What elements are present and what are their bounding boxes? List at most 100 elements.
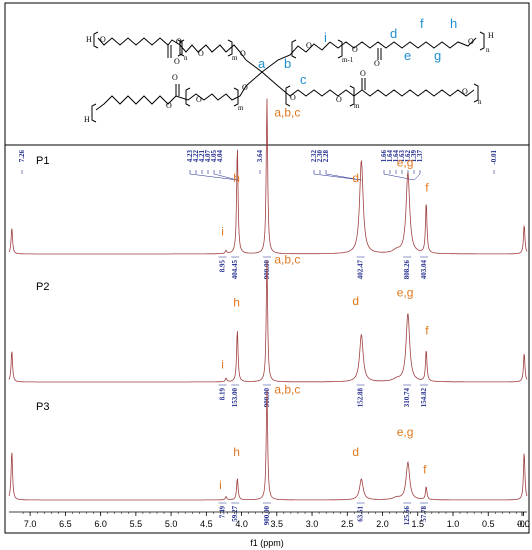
carbonyl-bottom-right xyxy=(361,78,366,90)
peak-assignment-label: a,b,c xyxy=(274,106,300,120)
peak-shift-label: 4.22 xyxy=(192,150,200,163)
integral-value: 403.04 xyxy=(420,260,428,280)
atom-o: O xyxy=(196,95,202,104)
x-tick-label: 0.5 xyxy=(482,519,495,529)
x-tick-label: 3.5 xyxy=(271,519,284,529)
peak-assignment-label: i xyxy=(221,358,224,372)
bracket-top-right-m1-close xyxy=(337,39,343,59)
bond-core xyxy=(245,41,331,73)
peak-shift-label: 1.37 xyxy=(416,150,424,163)
structure-bonds xyxy=(91,31,485,123)
spectrum-line xyxy=(8,260,528,383)
atom-o: O xyxy=(242,83,248,92)
peak-shift-connector xyxy=(313,173,362,181)
x-tick-label: 6.5 xyxy=(59,519,72,529)
spectrum-frame xyxy=(4,144,530,534)
x-tick-label: 6.0 xyxy=(94,519,107,529)
peak-assignment-label: d xyxy=(352,171,359,185)
x-tick-label: 1.0 xyxy=(447,519,460,529)
x-tick-label: 4.5 xyxy=(200,519,213,529)
x-tick-label: 5.0 xyxy=(165,519,178,529)
peak-assignment-label: f xyxy=(425,323,429,337)
peak-shift-label: 4.04 xyxy=(216,150,224,163)
atom-o: O xyxy=(352,45,358,54)
subscript-m: m xyxy=(238,104,244,112)
chart-marks: 7.26 4.234.224.214.074.054.04 3.64 2.322.30… xyxy=(8,98,530,529)
spectrum-line xyxy=(8,98,528,255)
peak-shift-label: 1.64 xyxy=(392,150,400,163)
peak-assignment-label: f xyxy=(425,181,429,195)
peak-shift-label: -0.01 xyxy=(490,150,498,165)
peak-assignment-label: d xyxy=(352,445,359,459)
peak-shift-label: 7.26 xyxy=(18,150,26,163)
carbonyl-top-right xyxy=(377,48,382,60)
peak-assignment-label: e,g xyxy=(397,156,414,170)
subscript-n: n xyxy=(478,98,482,106)
bond-bottom-right-chain xyxy=(361,89,475,97)
structure-atoms: O O O O O O O O O O O O O O O O O H H H xyxy=(84,31,494,124)
series-name: P2 xyxy=(36,281,49,293)
structure-letter-h: h xyxy=(450,16,457,31)
x-tick-label: 7.0 xyxy=(24,519,37,529)
bond-top-right-chain xyxy=(329,37,477,49)
atom-o: O xyxy=(240,49,246,58)
integral-value: 154.82 xyxy=(420,388,428,408)
integral-value: 900.00 xyxy=(263,506,271,526)
peak-shift-labels: 7.26 4.234.224.214.074.054.04 3.64 2.322.30… xyxy=(18,150,498,181)
x-tick-label: 2.0 xyxy=(376,519,389,529)
bracket-bottom-left-n xyxy=(91,103,97,123)
bracket-bottom-left-m-close xyxy=(233,87,239,107)
integral-value: 310.74 xyxy=(403,388,411,408)
integral-value: 404.45 xyxy=(231,260,239,280)
atom-o: O xyxy=(198,49,204,58)
atom-o: O xyxy=(166,101,172,110)
peak-assignment-label: i xyxy=(219,478,222,492)
x-tick-label: -0. xyxy=(517,519,528,529)
peak-shift-label: 4.07 xyxy=(204,150,212,163)
integral-value: 59.27 xyxy=(231,506,239,522)
atom-o: O xyxy=(176,37,182,46)
subscript-m: m xyxy=(354,102,360,110)
bracket-top-left-close xyxy=(177,39,183,57)
structure-letter-c: c xyxy=(300,72,307,87)
peak-shift-label: 1.66 xyxy=(380,150,388,163)
subscript-n: n xyxy=(486,46,490,54)
bond-top-left-chain xyxy=(97,37,247,61)
atom-h: H xyxy=(84,115,90,124)
x-axis-label: f1 (ppm) xyxy=(250,538,284,548)
integral-value: 63.51 xyxy=(357,506,365,522)
x-tick-label: 0.0 xyxy=(517,519,530,529)
integral-value: 8.19 xyxy=(219,388,227,401)
peak-assignment-label: h xyxy=(233,445,240,459)
peak-shift-label: 1.63 xyxy=(398,150,406,163)
peak-shift-label: 2.32 xyxy=(310,150,318,163)
x-axis: 7.0 6.5 6.0 5.5 5.0 4.5 4.0 3.5 3.0 2.5 2.0 1.5 1.0 0… xyxy=(9,511,530,529)
series-name: P1 xyxy=(36,155,49,167)
peak-shift-connector xyxy=(189,173,238,181)
structure-letter-f: f xyxy=(420,16,424,31)
x-tick-label: 5.5 xyxy=(130,519,143,529)
integral-value: 57.78 xyxy=(420,506,428,522)
bracket-top-right-n xyxy=(479,31,485,51)
structure-subscripts: n m m-1 m m n n xyxy=(184,46,490,112)
structure-letter-g: g xyxy=(434,48,441,63)
peak-shift-label: 4.21 xyxy=(198,150,206,163)
structure-letters: a b c i d e f g h xyxy=(258,16,457,87)
atom-o: O xyxy=(100,35,106,44)
bracket-bottom-right-m xyxy=(285,85,291,107)
atom-o: O xyxy=(306,41,312,50)
subscript-m-1: m-1 xyxy=(342,56,354,64)
peak-shift-label: 4.05 xyxy=(210,150,218,163)
bracket-top-left-m xyxy=(179,39,185,57)
bracket-top-left-m-close xyxy=(227,39,233,57)
x-tick-label: 3.0 xyxy=(306,519,319,529)
peak-assignment-label: f xyxy=(423,463,427,477)
structure-letter-i: i xyxy=(324,30,327,45)
peak-shift-label: 4.23 xyxy=(186,150,194,163)
bracket-bottom-right-m-close xyxy=(349,85,355,107)
peak-shift-connector xyxy=(383,173,421,181)
structure-letter-b: b xyxy=(284,56,291,71)
